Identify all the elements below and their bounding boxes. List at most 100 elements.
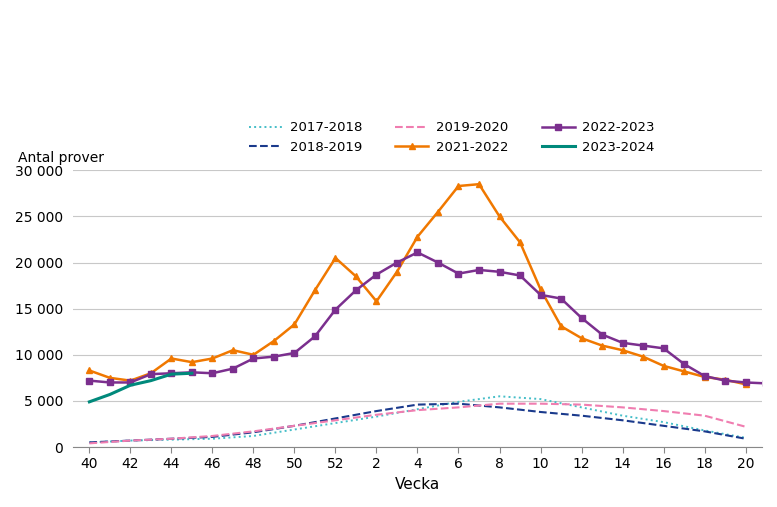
X-axis label: Vecka: Vecka (395, 477, 440, 492)
2018-2019 (741, 436, 751, 442)
2019-2020 (741, 424, 751, 430)
2022-2023 (495, 269, 504, 275)
2022-2023 (720, 378, 730, 384)
2022-2023 (536, 292, 545, 298)
Line: 2021-2022: 2021-2022 (86, 180, 749, 388)
2023-2024 (126, 382, 135, 388)
2018-2019 (249, 429, 258, 436)
2023-2024 (85, 399, 94, 405)
2018-2019 (454, 401, 463, 407)
2022-2023 (515, 272, 524, 278)
2021-2022 (536, 286, 545, 293)
2022-2023 (659, 345, 668, 351)
2021-2022 (187, 359, 197, 365)
2021-2022 (85, 368, 94, 374)
2022-2023 (270, 353, 279, 359)
2022-2023 (413, 249, 422, 256)
2018-2019 (372, 408, 382, 414)
2021-2022 (126, 378, 135, 384)
2022-2023 (126, 379, 135, 385)
2021-2022 (167, 355, 176, 361)
Line: 2023-2024: 2023-2024 (89, 373, 192, 402)
2018-2019 (413, 402, 422, 408)
2021-2022 (351, 273, 361, 279)
2021-2022 (679, 369, 688, 375)
Y-axis label: Antal prover: Antal prover (18, 151, 104, 165)
2018-2019 (659, 423, 668, 429)
2022-2023 (249, 355, 258, 361)
2017-2018 (618, 413, 627, 419)
2022-2023 (207, 370, 217, 376)
Line: 2022-2023: 2022-2023 (86, 249, 777, 399)
2021-2022 (577, 335, 586, 341)
2021-2022 (720, 377, 730, 383)
2021-2022 (290, 321, 299, 328)
2019-2020 (454, 404, 463, 410)
2021-2022 (270, 338, 279, 344)
2019-2020 (207, 433, 217, 439)
2022-2023 (700, 373, 709, 379)
2022-2023 (434, 260, 443, 266)
2021-2022 (392, 269, 402, 275)
2022-2023 (639, 343, 648, 349)
2021-2022 (310, 287, 319, 293)
2017-2018 (700, 427, 709, 433)
2017-2018 (290, 426, 299, 432)
2022-2023 (577, 315, 586, 321)
2019-2020 (85, 440, 94, 446)
2019-2020 (577, 402, 586, 408)
2022-2023 (228, 366, 238, 372)
2017-2018 (372, 414, 382, 420)
2019-2020 (659, 408, 668, 414)
2019-2020 (413, 407, 422, 413)
2021-2022 (249, 352, 258, 358)
2021-2022 (639, 353, 648, 359)
2017-2018 (454, 399, 463, 405)
2021-2022 (146, 370, 155, 376)
2017-2018 (659, 419, 668, 425)
2022-2023 (167, 370, 176, 376)
2023-2024 (146, 378, 155, 384)
2017-2018 (85, 440, 94, 446)
2023-2024 (167, 371, 176, 377)
2021-2022 (741, 381, 751, 387)
2022-2023 (618, 340, 627, 346)
2017-2018 (126, 438, 135, 444)
2022-2023 (598, 332, 607, 338)
2021-2022 (454, 183, 463, 189)
2017-2018 (249, 433, 258, 439)
2018-2019 (290, 423, 299, 429)
2021-2022 (331, 255, 340, 261)
2023-2024 (105, 391, 114, 397)
2019-2020 (495, 401, 504, 407)
2022-2023 (556, 296, 566, 302)
2022-2023 (290, 350, 299, 356)
2023-2024 (187, 370, 197, 376)
2017-2018 (207, 436, 217, 442)
2019-2020 (618, 404, 627, 410)
2019-2020 (249, 428, 258, 434)
2021-2022 (515, 239, 524, 245)
2022-2023 (187, 369, 197, 375)
2018-2019 (536, 409, 545, 415)
2018-2019 (495, 404, 504, 410)
2022-2023 (392, 260, 402, 266)
2019-2020 (290, 423, 299, 429)
2021-2022 (105, 375, 114, 381)
2022-2023 (310, 333, 319, 339)
2018-2019 (207, 434, 217, 440)
2022-2023 (146, 371, 155, 377)
Line: 2017-2018: 2017-2018 (89, 396, 746, 443)
2018-2019 (577, 413, 586, 419)
2022-2023 (741, 379, 751, 385)
2019-2020 (167, 436, 176, 442)
Line: 2019-2020: 2019-2020 (89, 404, 746, 443)
2021-2022 (495, 213, 504, 220)
2017-2018 (167, 437, 176, 443)
2017-2018 (413, 406, 422, 412)
2017-2018 (741, 435, 751, 441)
2017-2018 (577, 404, 586, 410)
2021-2022 (207, 355, 217, 361)
2022-2023 (331, 307, 340, 313)
2022-2023 (85, 378, 94, 384)
